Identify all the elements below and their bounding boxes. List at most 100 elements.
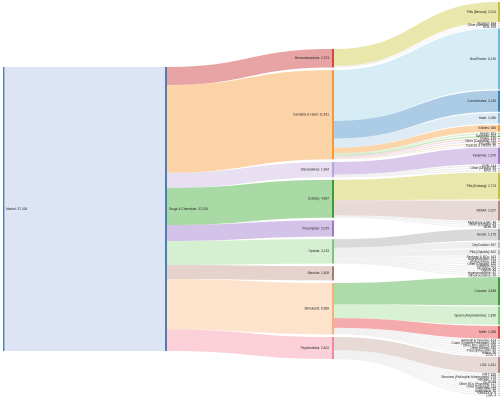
leaf-link-ghb-143 (334, 165, 498, 176)
leaf-node-pills-benzos-2-013 (498, 2, 500, 22)
leaf-link-other-benzos-106 (334, 24, 498, 67)
leaf-label-other-stims-180: Other [Stims]: 180 (470, 346, 496, 350)
leaf-node-nbome-175 (498, 379, 500, 381)
leaf-label-cocaine-2-838: Cocaine: 2,838 (475, 289, 497, 293)
leaf-label-mescaline-65: Mescaline: 65 (476, 387, 496, 391)
leaf-label-speed-amphetamine-1-836: Speed (Amphetamine): 1,836 (454, 313, 496, 317)
leaf-node-oxycodone-657 (498, 241, 500, 249)
leaf-node-lsd-1-631 (498, 356, 500, 374)
leaf-label-other-rcs-stims-206: Other RCs (Stims): 206 (463, 344, 496, 348)
label-psychedelics: Psychedelics: 2,822 (301, 346, 330, 350)
root-label: Market: 37,026 (6, 207, 27, 211)
leaf-link-other-opioids-132 (334, 258, 498, 265)
leaf-node-hydromorphone-40 (498, 272, 500, 274)
leaf-label-ayahuasca-30: Ayahuasca: 30 (475, 389, 496, 393)
leaf-label-topicals-others-30: Topicals & Others: 30 (466, 144, 497, 148)
leaf-link-hydromorphone-40 (334, 262, 498, 274)
leaf-label-nbome-175: NBOMe: 175 (478, 377, 497, 381)
leaf-link-fentanyl-rcs-163 (334, 256, 498, 258)
leaf-label-lsd-1-631: LSD: 1,631 (480, 363, 496, 367)
leaf-label-rcs-105: RCs: 105 (483, 25, 497, 29)
leaf-label-other-psyches-110: Other [Psyches]: 110 (466, 384, 496, 388)
leaf-node-dma-dox-5 (498, 392, 500, 394)
leaf-node-seeds-201 (498, 132, 500, 135)
leaf-link-rcs-105 (334, 26, 498, 68)
leaf-node-mxe-23 (498, 170, 500, 172)
leaf-link-adderall-vyvanse-414 (334, 327, 498, 342)
leaf-link-dihydrocodeine-30 (334, 262, 498, 276)
link-steroids (167, 264, 332, 281)
leaf-link-mxe-23 (334, 170, 498, 178)
leaf-label-ketamine-1-676: Ketamine: 1,676 (473, 154, 496, 158)
leaf-link-2c-b-84 (334, 352, 498, 383)
link-prescription (167, 220, 332, 242)
leaf-label-other-opioids-132: Other [Opioids]: 132 (467, 262, 496, 266)
leaf-node-topicals-others-30 (498, 145, 500, 147)
leaf-link-meth-1-288 (334, 318, 498, 339)
leaf-link-other-stims-180 (334, 330, 498, 349)
leaf-node-heroin-1-176 (498, 228, 500, 241)
leaf-link-heroin-1-176 (334, 228, 498, 248)
leaf-link-codeine-102 (334, 259, 498, 267)
drugs-chemicals-node (165, 67, 167, 351)
leaf-label-buprenorphine-151: Buprenorphine: 151 (468, 257, 496, 261)
leaf-link-topicals-others-30 (334, 145, 498, 160)
leaf-node-dihydrocodeine-30 (498, 274, 500, 276)
leaf-label-oxycodone-657: OxyCodone: 657 (472, 243, 496, 247)
leaf-label-dmt-329: DMT: 329 (482, 373, 496, 377)
leaf-link-speed-amphetamine-1-836 (334, 304, 498, 325)
leaf-label-other-benzos-106: Other [Benzos]: 106 (468, 23, 497, 27)
leaf-link-2-fa-2 (334, 333, 498, 356)
leaf-link-other-cannabis-114 (334, 140, 498, 158)
leaf-link-nbome-175 (334, 352, 498, 381)
leaf-link-pre-rolls-80 (334, 143, 498, 159)
leaf-label-meth-1-288: Meth: 1,288 (479, 330, 496, 334)
leaf-label-shrooms-psilocybin-mushrooms-279: Shrooms (Psilocybin Mushrooms): 279 (441, 375, 496, 379)
level2-links (167, 49, 332, 359)
leaf-label-morphine-64: Morphine: 64 (477, 266, 496, 270)
node-cannabis-hash (332, 70, 334, 160)
leaf-label-pills-ecstasy-2-713: Pills [Ecstasy]: 2,713 (467, 184, 497, 188)
leaf-node-powder-324 (498, 23, 500, 24)
leaf-label-fentanyl-rcs-163: Fentanyl & RCs: 163 (467, 255, 497, 259)
leaf-label-hydromorphone-40: Hydromorphone: 40 (468, 271, 496, 275)
leaf-label-hash-1-086: Hash: 1,086 (479, 116, 496, 120)
node-prescription (332, 220, 334, 237)
link-cannabis-hash (167, 70, 332, 173)
leaf-node-bud-flower-6-135 (498, 28, 500, 90)
leaf-label-other-ecstasy-43: Other [Ecstasy]: 43 (469, 223, 496, 227)
leaf-label-powder-324: Powder: 324 (478, 21, 496, 25)
root-node (3, 67, 5, 351)
label-ecstasy: Ecstasy: 4,867 (308, 197, 329, 201)
leaf-link-mda-38 (334, 216, 498, 228)
leaf-node-mdma-2-027 (498, 200, 500, 221)
leaf-node-other-psyches-110 (498, 385, 500, 388)
leaf-label-hydrocodone-135: Hydrocodone: 135 (470, 260, 496, 264)
leaf-label-seeds-201: Seeds: 201 (480, 132, 496, 136)
leaf-label-dma-dox-5: DMA/DOx: 5 (478, 391, 496, 395)
link-opioids (167, 239, 332, 265)
leaf-link-ketamine-1-676 (334, 147, 498, 175)
leaf-label-mxe-23: MXE: 23 (484, 169, 496, 173)
leaf-label-other-dissos-95: Other [Dissos]: 95 (470, 166, 496, 170)
sankey-labels: Market: 37,026 Drugs & Chemicals: 37,026 B… (6, 10, 496, 398)
label-stimulants: Stimulants: 6,589 (304, 307, 329, 311)
leaf-link-dma-dox-5 (334, 357, 498, 394)
leaf-node-dmt-329 (498, 374, 500, 376)
leaf-link-concentrates-2-135 (334, 90, 498, 139)
leaf-label-2-fa-2: 2-FA: 2 (486, 353, 497, 357)
leaf-node-lsa-4 (498, 395, 500, 396)
leaf-link-prescription-stim-90 (334, 331, 498, 352)
leaf-link-bud-flower-6-135 (334, 28, 498, 121)
leaf-label-other-rcs-psyches-117: Other RCs (Psyches): 117 (459, 382, 496, 386)
leaf-links (334, 2, 498, 396)
leaf-label-dihydrocodeine-30: Dihydrocodeine: 30 (469, 273, 497, 277)
leaf-label-concentrates-2-135: Concentrates: 2,135 (467, 99, 496, 103)
link-ecstasy (167, 179, 332, 226)
leaf-link-oxycodone-657 (334, 241, 498, 253)
leaf-link-shake-139 (334, 138, 498, 157)
leaf-node-other-dissos-95 (498, 167, 500, 169)
node-dissociatives (332, 161, 334, 178)
leaf-node-crack-cocaine-freebase-268 (498, 342, 500, 344)
